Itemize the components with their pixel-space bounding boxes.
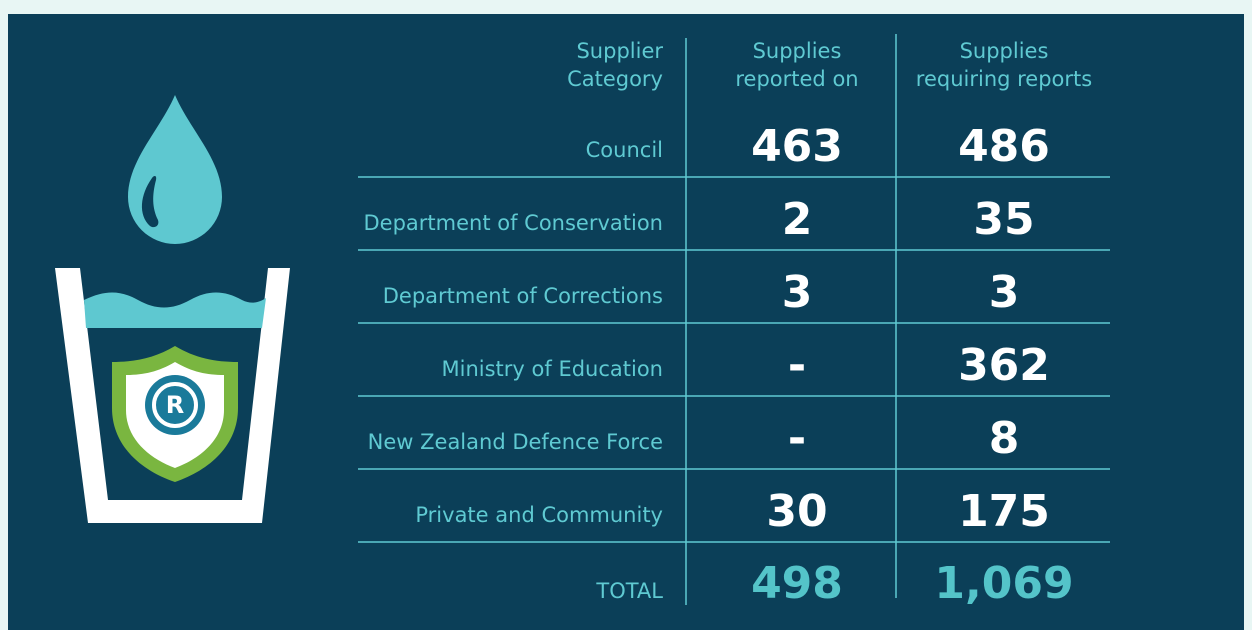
column-header: Supplies xyxy=(753,39,842,63)
row-label: Ministry of Education xyxy=(442,357,663,381)
column-header: Supplier xyxy=(576,39,663,63)
cell-value: 30 xyxy=(766,486,827,537)
row-label: Department of Corrections xyxy=(383,284,663,308)
cell-value: 3 xyxy=(782,267,813,318)
cell-value: - xyxy=(788,413,806,464)
svg-text:R: R xyxy=(166,391,184,419)
row-label: Council xyxy=(586,138,663,162)
column-header: Category xyxy=(567,67,663,91)
cell-value: 8 xyxy=(989,413,1020,464)
column-header: Supplies xyxy=(960,39,1049,63)
cell-value: 3 xyxy=(989,267,1020,318)
total-label: TOTAL xyxy=(595,579,663,603)
row-label: Department of Conservation xyxy=(363,211,663,235)
cell-value: 463 xyxy=(751,121,843,172)
column-header: reported on xyxy=(735,67,858,91)
cell-value: 486 xyxy=(958,121,1050,172)
total-value: 498 xyxy=(751,558,843,609)
column-header: requiring reports xyxy=(916,67,1092,91)
total-value: 1,069 xyxy=(934,558,1073,609)
cell-value: - xyxy=(788,340,806,391)
row-label: Private and Community xyxy=(415,503,663,527)
page: R Supplier Category Supplies reported on Sup… xyxy=(0,0,1252,630)
row-label: New Zealand Defence Force xyxy=(368,430,663,454)
cell-value: 175 xyxy=(958,486,1050,537)
cell-value: 35 xyxy=(973,194,1034,245)
cell-value: 362 xyxy=(958,340,1050,391)
cell-value: 2 xyxy=(782,194,813,245)
